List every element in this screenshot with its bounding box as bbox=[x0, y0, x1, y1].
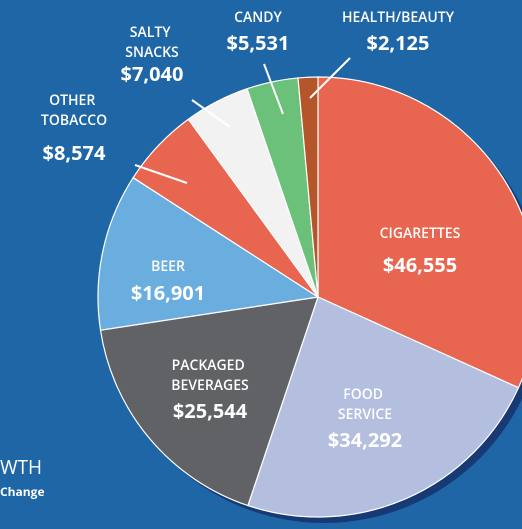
leader-lines bbox=[134, 57, 351, 184]
category-label: CIGARETTES bbox=[380, 224, 461, 243]
category-label: SALTY SNACKS bbox=[125, 23, 179, 62]
pie-slice bbox=[317, 76, 522, 389]
leader-line bbox=[309, 57, 351, 99]
pie-slice bbox=[99, 296, 319, 507]
value-label: $46,555 bbox=[383, 251, 457, 278]
cropped-heading: WTH bbox=[0, 454, 42, 480]
leader-line bbox=[134, 164, 188, 184]
category-label: BEER bbox=[151, 257, 185, 276]
cropped-label: Change bbox=[0, 483, 45, 500]
pie-slice bbox=[97, 176, 320, 331]
value-label: $2,125 bbox=[367, 29, 430, 56]
value-label: $16,901 bbox=[131, 279, 205, 306]
category-label: HEALTH/BEAUTY bbox=[342, 8, 455, 27]
category-label: PACKAGED BEVERAGES bbox=[171, 356, 249, 395]
value-label: $34,292 bbox=[328, 426, 402, 453]
value-label: $8,574 bbox=[43, 139, 106, 166]
category-label: FOOD SERVICE bbox=[338, 385, 392, 424]
category-label: OTHER TOBACCO bbox=[41, 91, 107, 130]
value-label: $7,040 bbox=[121, 60, 184, 87]
value-label: $25,544 bbox=[173, 397, 248, 424]
slices bbox=[97, 76, 522, 518]
value-label: $5,531 bbox=[227, 29, 290, 56]
leader-line bbox=[263, 63, 284, 115]
pie-slice bbox=[247, 296, 520, 518]
pie-slice bbox=[297, 76, 319, 298]
category-label: CANDY bbox=[234, 8, 282, 27]
leader-line bbox=[191, 99, 231, 128]
